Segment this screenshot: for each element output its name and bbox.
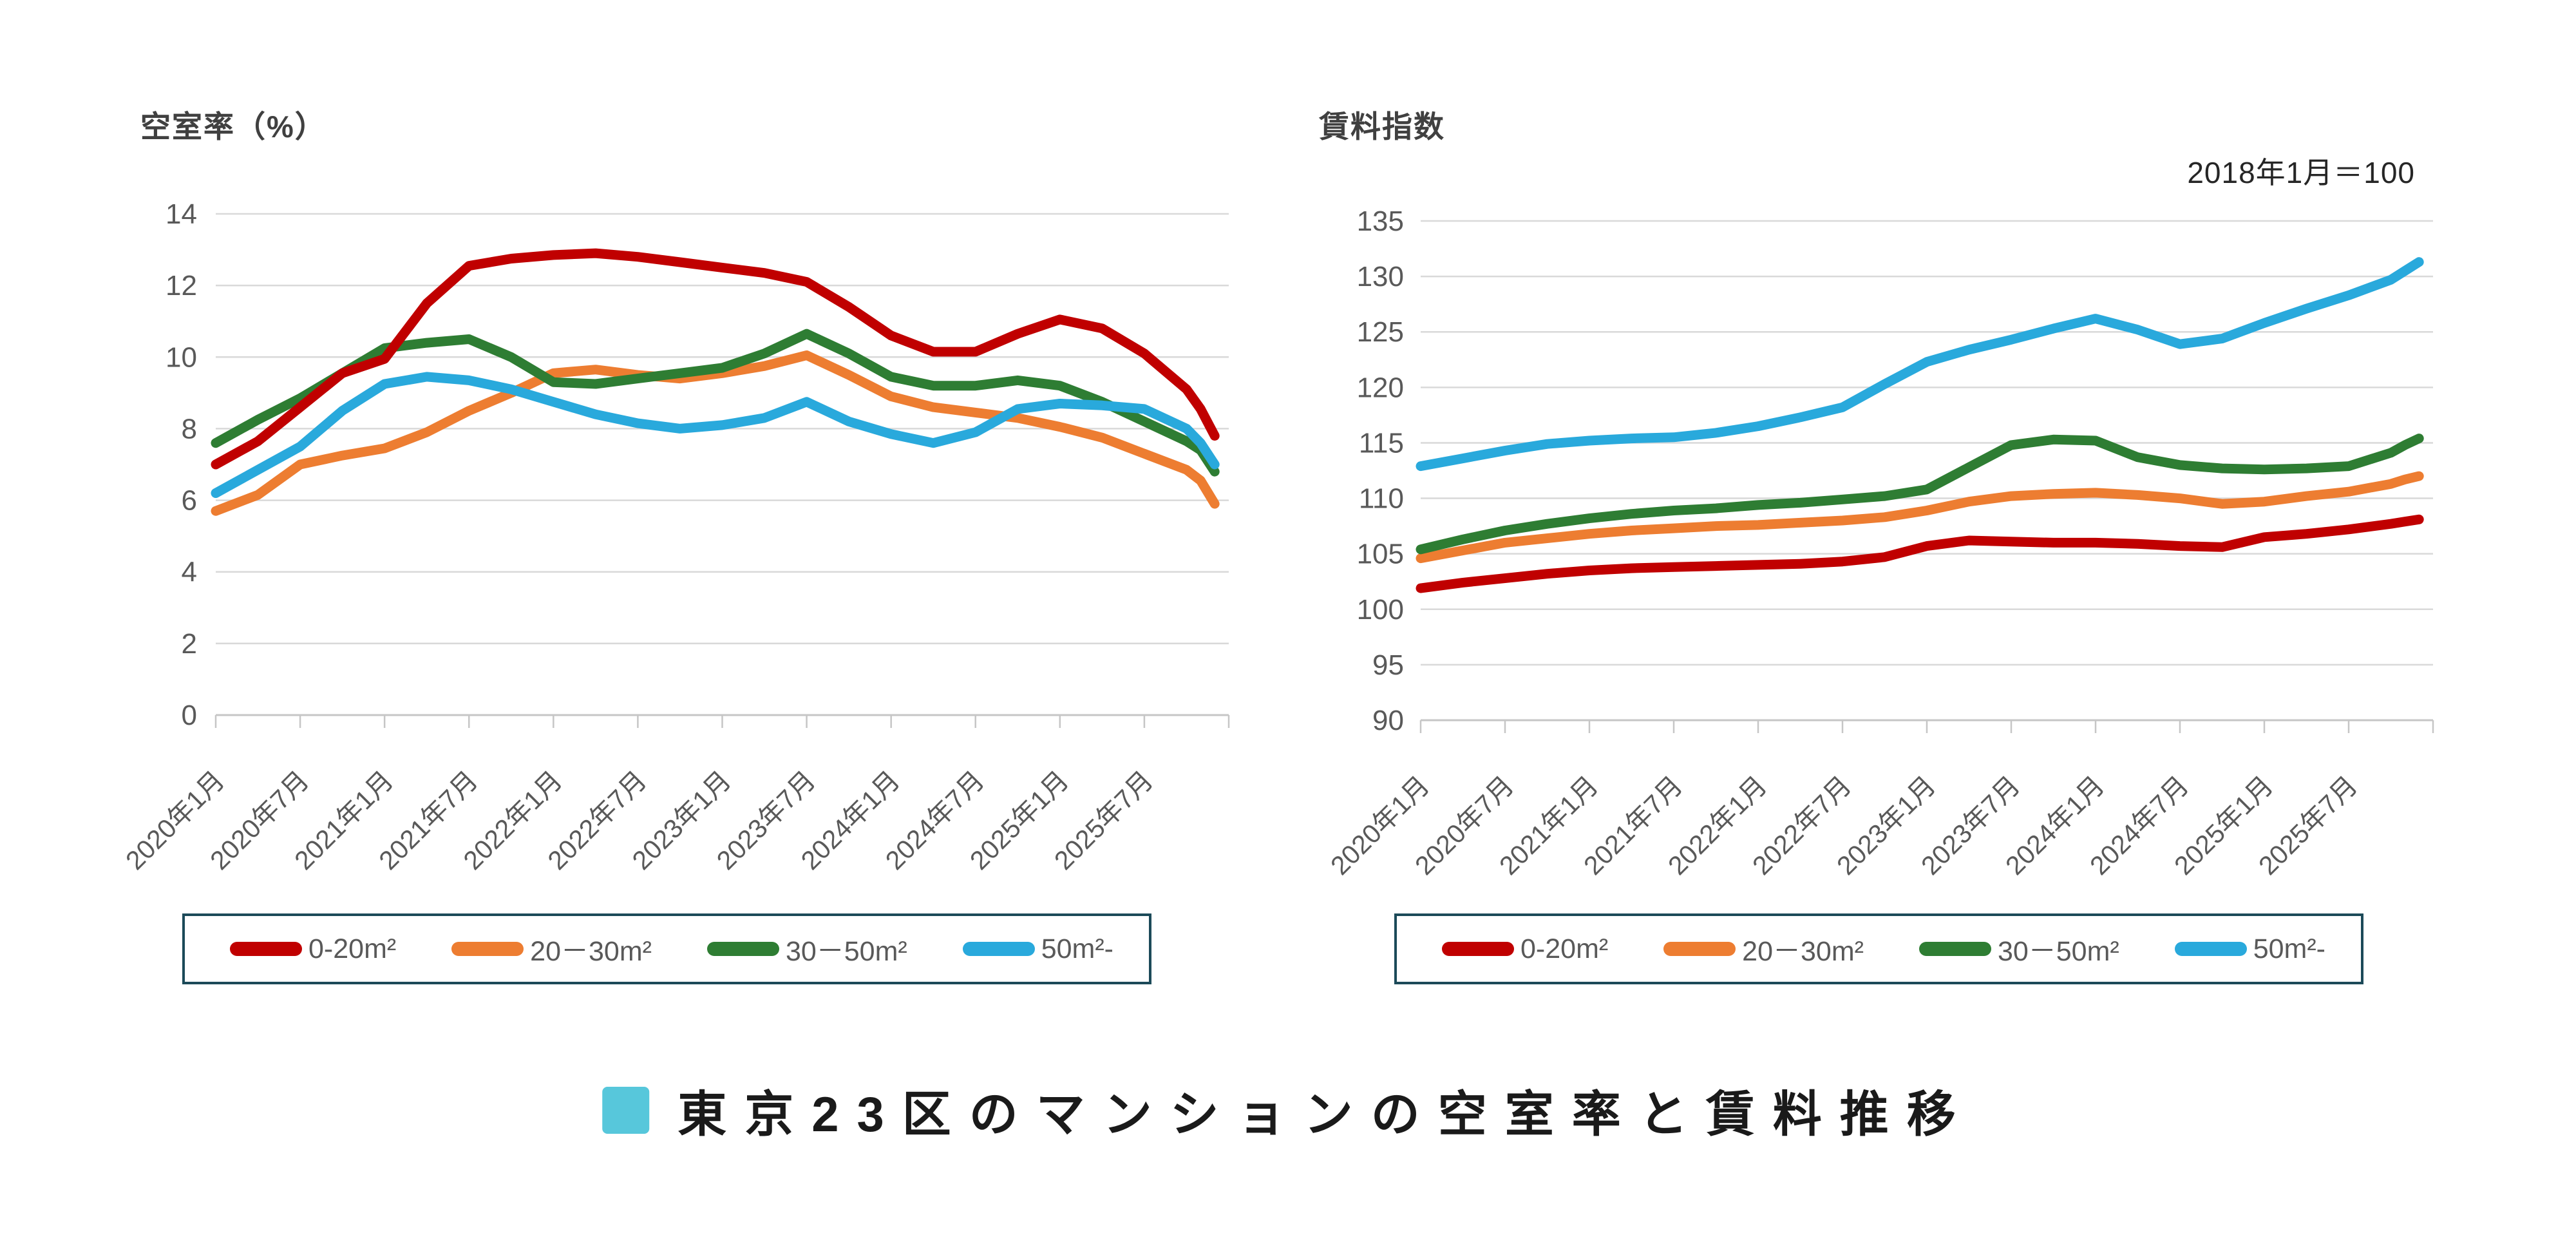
series-line-50m²- [1416, 257, 2424, 472]
legend-swatch-icon [706, 942, 779, 956]
legend-label: 0-20m² [1520, 933, 1609, 964]
series-line-50m²- [211, 372, 1220, 498]
title-marker-square-icon [602, 1086, 650, 1134]
series-line-20－30m² [211, 350, 1220, 516]
y-axis-tick-label: 110 [1359, 483, 1404, 515]
legend-label: 20－30m² [530, 936, 652, 967]
legend-swatch-icon [1442, 942, 1514, 956]
rent-index-chart: 90951001051101151201251301352020年1月2020年… [1325, 206, 2434, 881]
legend-item-30－50m²: 30－50m² [1918, 929, 2119, 969]
y-axis-tick-label: 0 [182, 700, 197, 731]
y-axis-tick-label: 115 [1359, 427, 1404, 459]
page-title-text: 東京23区のマンションの空室率と賃料推移 [677, 1087, 1974, 1142]
legend-label: 50m²- [2253, 933, 2325, 964]
legend-item-20－30m²: 20－30m² [1663, 929, 1864, 969]
legend-swatch-icon [451, 942, 524, 956]
right-chart-title: 賃料指数 [1319, 110, 1445, 144]
legend-item-50m²-: 50m²- [962, 933, 1113, 965]
legend-item-30－50m²: 30－50m² [706, 929, 907, 969]
legend-item-20－30m²: 20－30m² [451, 929, 652, 969]
legend-label: 30－50m² [1997, 936, 2119, 967]
page-title-block: 東京23区のマンションの空室率と賃料推移 [602, 1075, 1974, 1145]
y-axis-tick-label: 14 [166, 198, 197, 230]
y-axis-tick-label: 8 [182, 413, 197, 444]
legend-swatch-icon [962, 942, 1035, 956]
left-chart-title: 空室率（%） [140, 110, 327, 144]
y-axis-tick-label: 105 [1357, 539, 1404, 570]
y-axis-tick-label: 12 [166, 270, 197, 301]
series-line-20－30m² [1416, 471, 2424, 564]
legend-item-0-20m²: 0-20m² [1442, 933, 1608, 965]
legend-label: 20－30m² [1742, 936, 1864, 967]
y-axis-tick-label: 6 [182, 485, 197, 517]
series-line-0-20m² [1416, 514, 2424, 593]
right-chart-annotation: 2018年1月＝100 [2187, 156, 2415, 189]
legend-swatch-icon [1918, 942, 1991, 956]
legend-swatch-icon [230, 942, 302, 956]
y-axis-tick-label: 125 [1357, 316, 1404, 348]
legend-swatch-icon [1663, 942, 1736, 956]
y-axis-tick-label: 10 [166, 341, 197, 373]
y-axis-tick-label: 4 [182, 557, 197, 588]
y-axis-tick-label: 120 [1357, 372, 1404, 403]
legend-label: 30－50m² [785, 936, 907, 967]
legend-label: 0-20m² [308, 933, 397, 964]
legend-label: 50m²- [1041, 933, 1113, 964]
legend-item-50m²-: 50m²- [2174, 933, 2325, 965]
legend-swatch-icon [2174, 942, 2247, 956]
vacancy-chart: 024681012142020年1月2020年7月2021年1月2021年7月2… [120, 198, 1230, 875]
y-axis-tick-label: 90 [1372, 705, 1404, 736]
legend-item-0-20m²: 0-20m² [230, 933, 396, 965]
y-axis-tick-label: 95 [1372, 649, 1404, 681]
series-line-30－50m² [1416, 434, 2424, 555]
y-axis-tick-label: 100 [1357, 594, 1404, 626]
series-line-0-20m² [211, 248, 1220, 470]
left-chart-legend: 0-20m² 20－30m² 30－50m² 50m²- [182, 913, 1151, 984]
y-axis-tick-label: 2 [182, 628, 197, 660]
right-chart-legend: 0-20m² 20－30m² 30－50m² 50m²- [1394, 913, 2363, 984]
y-axis-tick-label: 135 [1357, 206, 1404, 237]
y-axis-tick-label: 130 [1357, 261, 1404, 292]
